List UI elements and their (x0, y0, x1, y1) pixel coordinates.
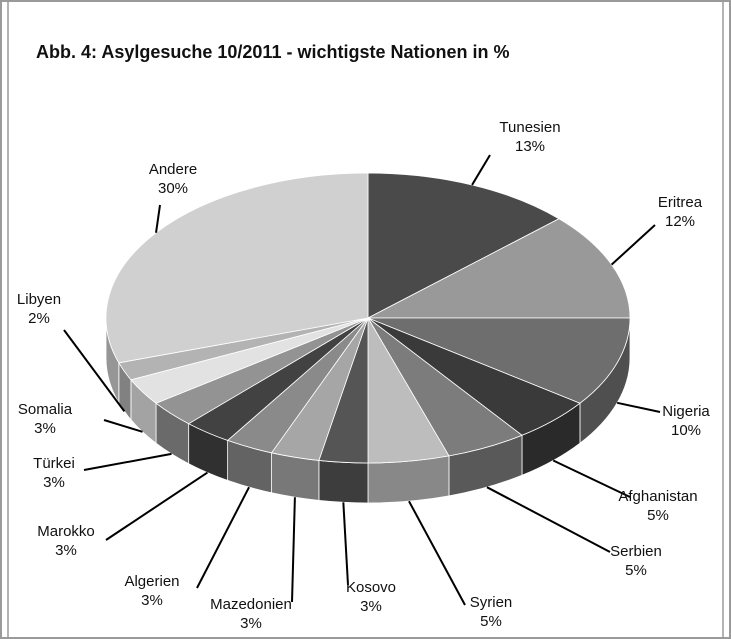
slice-label: Marokko (37, 523, 95, 540)
leader-line (471, 154, 491, 186)
leader-line (83, 452, 172, 471)
pie-slice-side (318, 459, 369, 504)
slice-label: Nigeria (662, 403, 710, 420)
pie-slice (367, 218, 631, 319)
chart-title: Abb. 4: Asylgesuche 10/2011 - wichtigste… (36, 42, 509, 62)
slice-value-label: 10% (671, 422, 701, 439)
slice-label: Tunesien (499, 119, 560, 136)
slice-value-label: 3% (360, 598, 382, 615)
slice-value-label: 5% (480, 613, 502, 630)
leader-line (63, 329, 126, 412)
leader-line (105, 471, 208, 541)
slice-label: Andere (149, 161, 197, 178)
slice-label: Mazedonien (210, 596, 292, 613)
slice-value-label: 12% (665, 213, 695, 230)
leader-line (103, 419, 143, 433)
leader-line (486, 486, 611, 553)
slice-label: Eritrea (658, 194, 703, 211)
slice-value-label: 3% (55, 542, 77, 559)
pie-slice (105, 172, 369, 364)
pie-slice (367, 317, 631, 404)
slice-value-label: 3% (43, 474, 65, 491)
slice-label: Somalia (18, 401, 73, 418)
slice-label: Afghanistan (618, 488, 697, 505)
slice-value-label: 5% (625, 562, 647, 579)
slice-value-label: 2% (28, 310, 50, 327)
leader-line (610, 224, 656, 266)
slice-label: Kosovo (346, 579, 396, 596)
slice-label: Algerien (124, 573, 179, 590)
leader-line (552, 459, 631, 498)
leader-line (291, 497, 296, 603)
slice-value-label: 3% (141, 592, 163, 609)
leader-line (155, 204, 161, 233)
slice-value-label: 5% (647, 507, 669, 524)
slice-label: Libyen (17, 291, 61, 308)
leader-line (342, 502, 349, 586)
slice-value-label: 3% (240, 615, 262, 632)
slice-label: Syrien (470, 594, 513, 611)
leader-line (196, 486, 250, 589)
slice-value-label: 3% (34, 420, 56, 437)
slice-value-label: 13% (515, 138, 545, 155)
slice-label: Türkei (33, 455, 75, 472)
leader-line (616, 401, 661, 413)
slice-label: Serbien (610, 543, 662, 560)
leader-line (408, 500, 466, 606)
slice-value-label: 30% (158, 180, 188, 197)
